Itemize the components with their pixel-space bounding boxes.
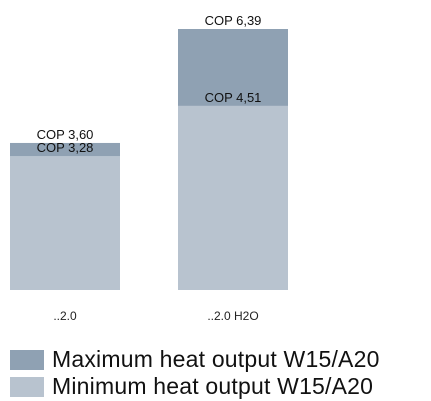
bar-minimum-2-0-h2o <box>178 105 288 291</box>
legend-label-maximum: Maximum heat output W15/A20 <box>52 346 380 372</box>
legend-item-maximum: Maximum heat output W15/A20 <box>10 346 431 373</box>
legend-label-minimum: Minimum heat output W15/A20 <box>52 373 374 399</box>
data-label-minimum-2-0-h2o: COP 4,51 <box>205 90 262 105</box>
legend-item-minimum: Minimum heat output W15/A20 <box>10 373 431 400</box>
data-label-minimum-2-0: COP 3,28 <box>37 140 94 155</box>
category-label-2-0: ..2.0 <box>53 309 77 323</box>
category-label-2-0-h2o: ..2.0 H2O <box>207 309 258 323</box>
bars-layer <box>10 29 288 291</box>
data-label-maximum-2-0: COP 3,60 <box>37 127 94 142</box>
legend-swatch-maximum <box>10 349 44 370</box>
data-label-maximum-2-0-h2o: COP 6,39 <box>205 13 262 28</box>
bar-minimum-2-0 <box>10 156 120 290</box>
legend: Maximum heat output W15/A20 Minimum heat… <box>10 346 431 400</box>
legend-swatch-minimum <box>10 376 44 397</box>
